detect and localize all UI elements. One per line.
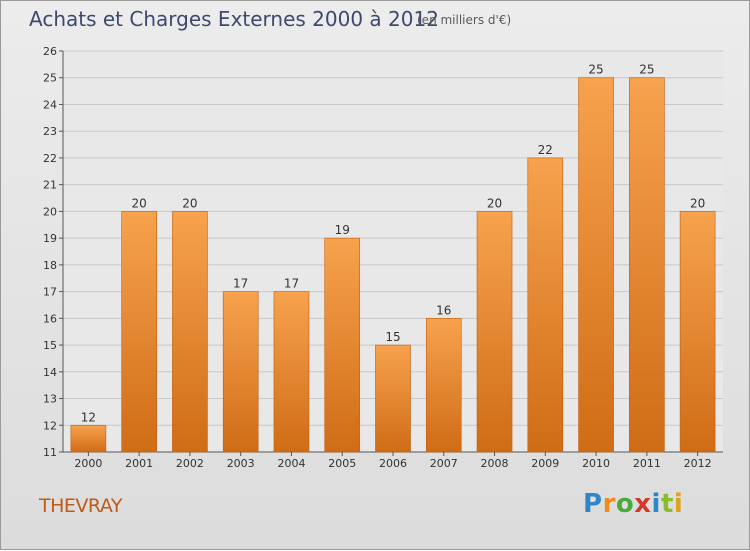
y-tick-label: 26 [43,45,57,58]
x-tick-label: 2011 [633,457,661,470]
bar-value-label: 20 [690,196,705,210]
y-tick-label: 19 [43,232,57,245]
x-tick-label: 2010 [582,457,610,470]
proxiti-logo[interactable]: Proxiti [583,489,684,519]
y-tick-label: 15 [43,339,57,352]
chart-title: Achats et Charges Externes 2000 à 2012 [29,7,439,31]
bar-value-label: 25 [588,63,603,77]
commune-name: THEVRAY [39,495,122,517]
bar [527,157,564,453]
bar-value-label: 22 [538,143,553,157]
y-tick-label: 16 [43,312,57,325]
x-tick-label: 2008 [481,457,509,470]
y-tick-label: 20 [43,205,57,218]
bar-value-label: 20 [132,196,147,210]
x-tick-label: 2003 [227,457,255,470]
y-tick-label: 13 [43,393,57,406]
x-tick-label: 2001 [125,457,153,470]
bar [425,318,462,453]
bar [172,211,208,453]
x-tick-label: 2007 [430,457,458,470]
y-tick-label: 12 [43,419,57,432]
y-tick-label: 23 [43,125,57,138]
y-tick-label: 22 [43,152,57,165]
x-tick-label: 2004 [277,457,305,470]
bar [273,291,310,453]
bar-value-label: 20 [487,196,502,210]
bar-value-label: 17 [233,277,248,291]
bar [324,237,361,453]
bar-value-label: 12 [81,410,96,424]
x-tick-label: 2005 [328,457,356,470]
x-tick-label: 2009 [531,457,559,470]
y-tick-label: 18 [43,259,57,272]
x-tick-label: 2000 [74,457,102,470]
bar [629,77,665,453]
y-tick-label: 24 [43,98,57,111]
bar [679,211,716,453]
bar [70,424,107,453]
y-tick-label: 17 [43,286,57,299]
y-tick-label: 14 [43,366,57,379]
bar [375,344,411,453]
bar-value-label: 25 [639,63,654,77]
y-tick-label: 11 [43,446,57,459]
x-tick-label: 2006 [379,457,407,470]
bar [222,291,259,453]
x-tick-label: 2012 [684,457,712,470]
bar [121,211,157,453]
bar-value-label: 15 [385,330,400,344]
chart-subtitle: (en milliers d'€) [417,13,512,27]
y-tick-label: 21 [43,179,57,192]
bar [476,211,513,453]
x-tick-label: 2002 [176,457,204,470]
bar-value-label: 20 [182,196,197,210]
bar-value-label: 17 [284,277,299,291]
y-tick-label: 25 [43,72,57,85]
bar-value-label: 16 [436,303,451,317]
bar [578,77,614,453]
bar-value-label: 19 [335,223,350,237]
